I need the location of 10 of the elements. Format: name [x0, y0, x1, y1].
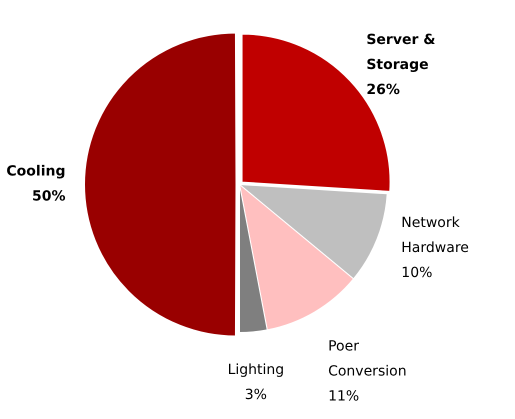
data-label: 11%: [328, 388, 360, 404]
slice-label: Cooling: [6, 164, 66, 180]
data-label: 10%: [401, 265, 432, 282]
data-label: 26%: [366, 82, 400, 98]
data-label: 3%: [244, 386, 267, 403]
slice-label: Server & Storage: [366, 32, 436, 74]
slice-label: Lighting: [228, 362, 284, 378]
slice-label: Network Hardware: [401, 215, 469, 256]
data-label: 50%: [32, 188, 66, 205]
slice-label: Poer Conversion: [328, 338, 407, 380]
